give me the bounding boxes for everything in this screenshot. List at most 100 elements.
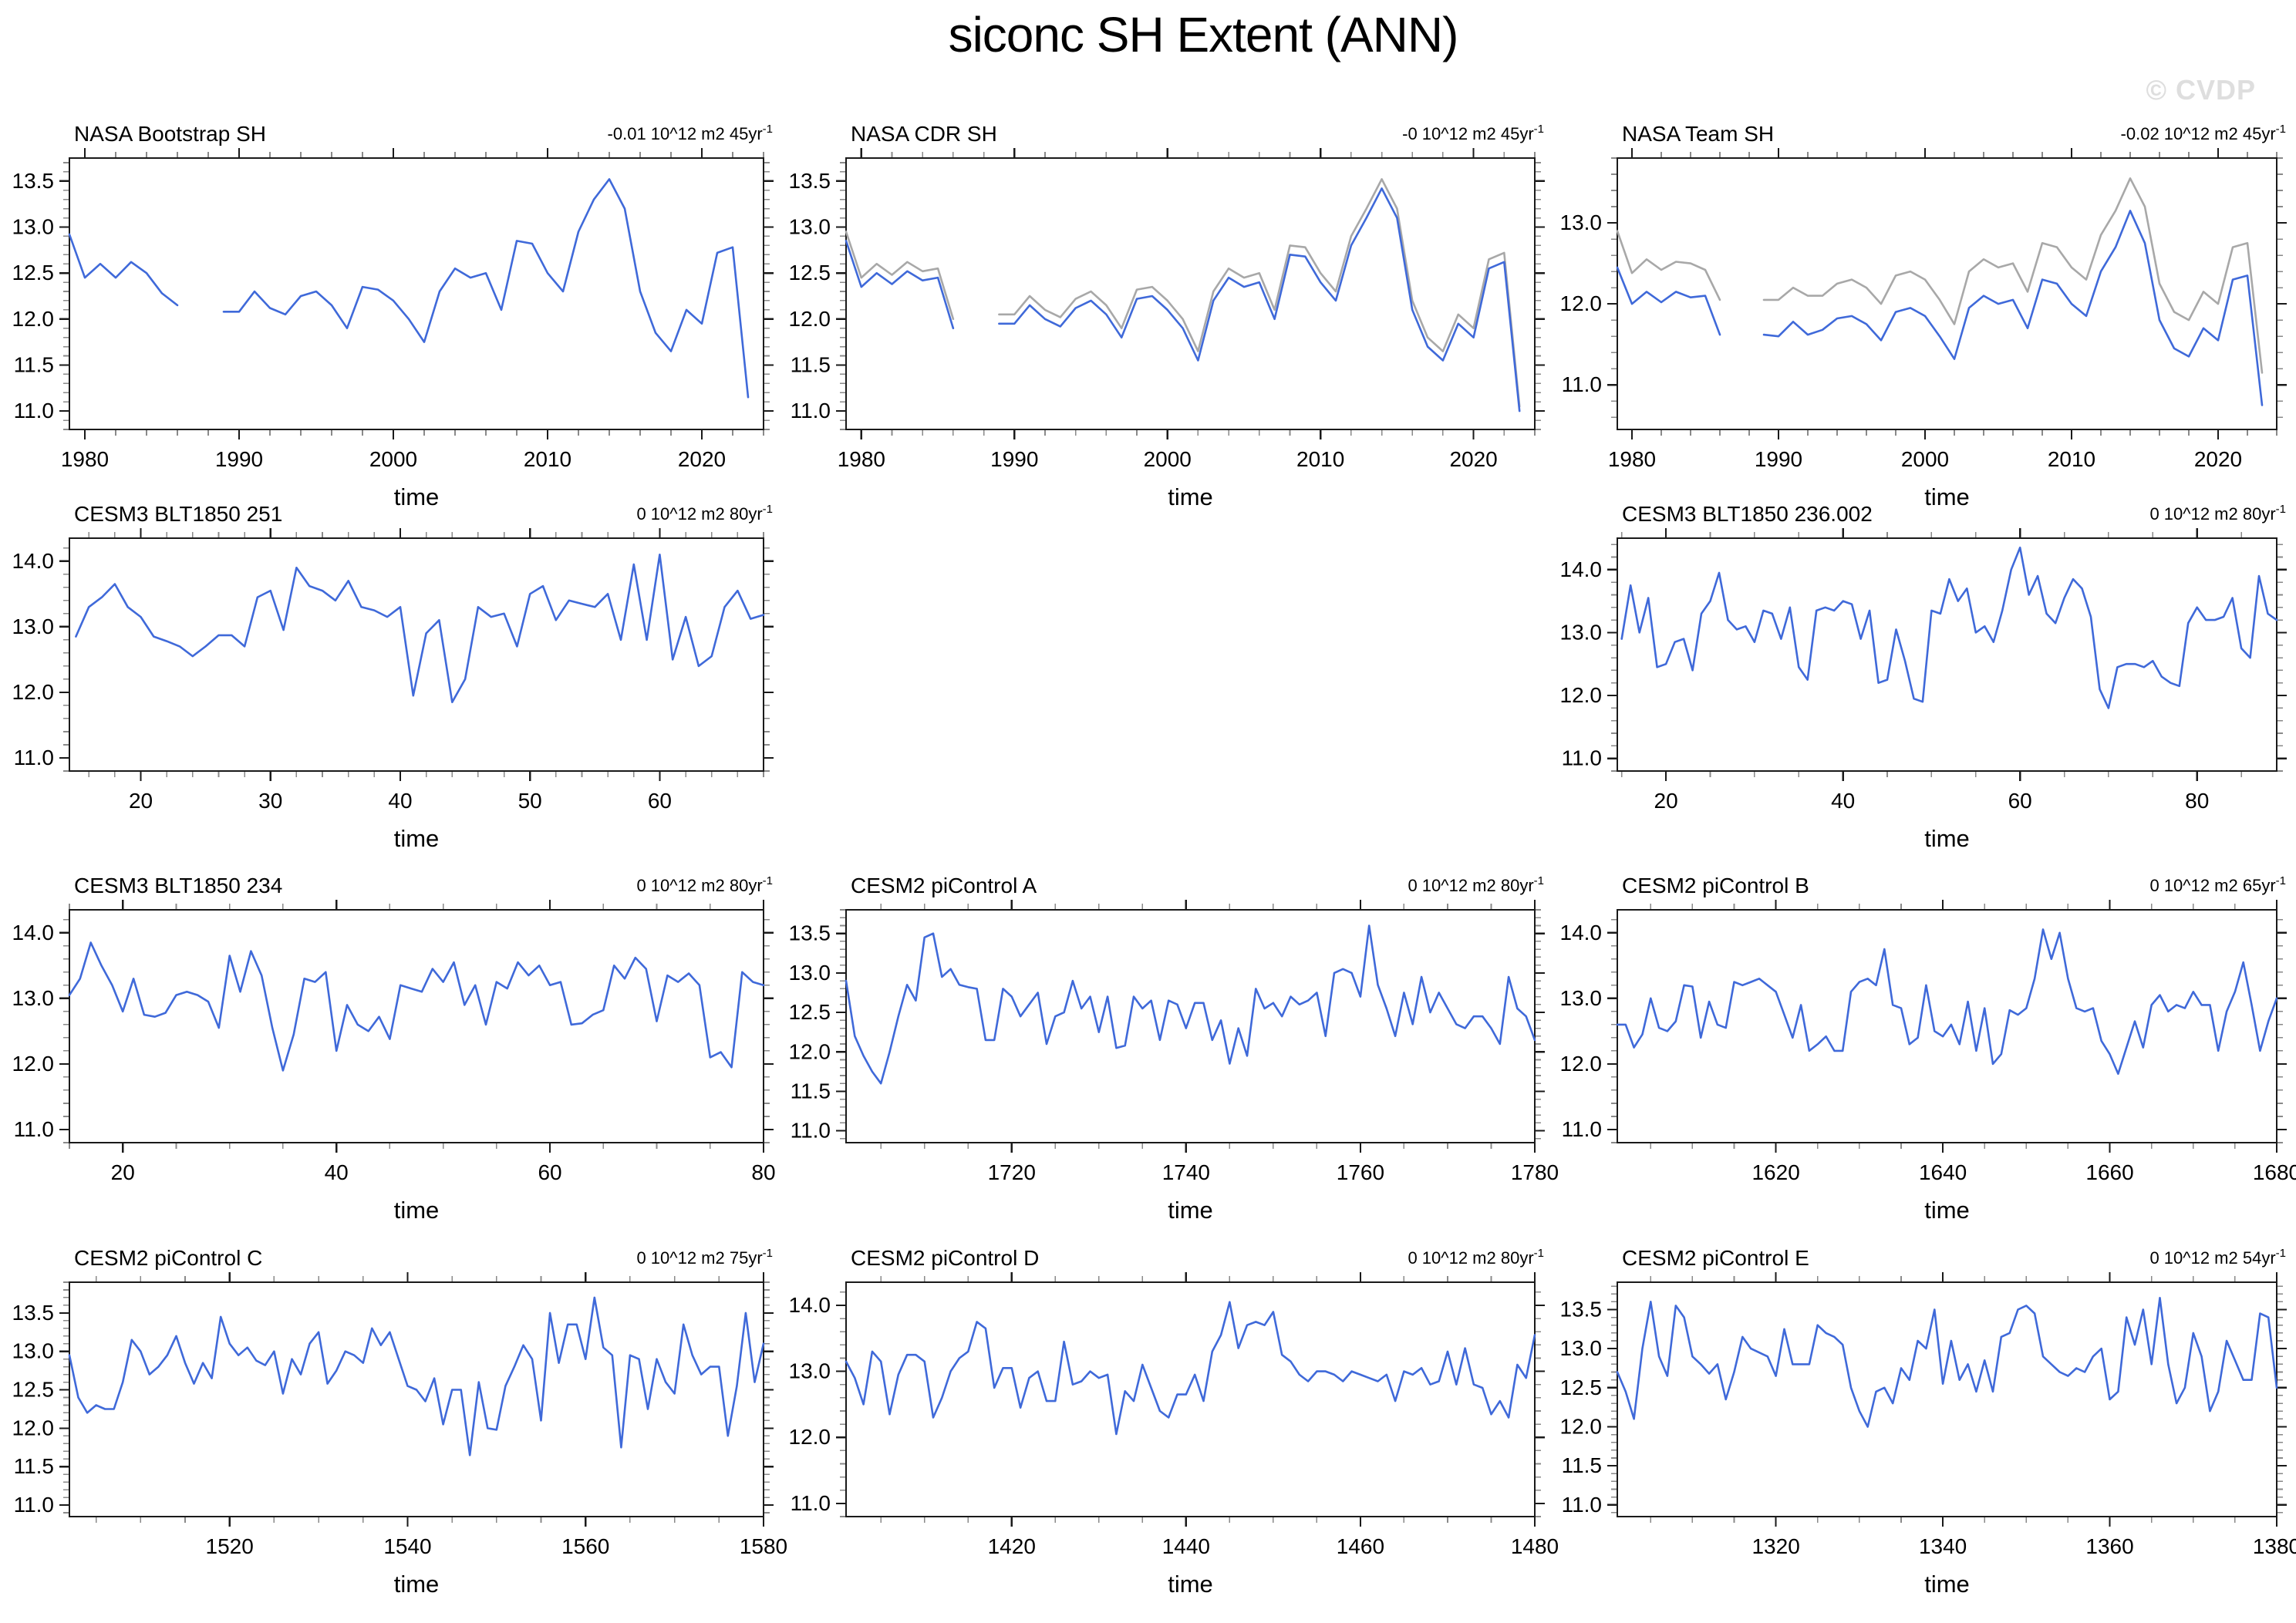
major-ticks bbox=[59, 1272, 774, 1527]
x-tick-label: 2000 bbox=[1144, 447, 1192, 471]
y-tick-label: 11.5 bbox=[14, 1454, 54, 1478]
x-tick-label: 1480 bbox=[1511, 1534, 1559, 1558]
x-tick-label: 60 bbox=[648, 789, 672, 813]
series-line-blue bbox=[846, 1302, 1535, 1434]
panel-title: CESM2 piControl C bbox=[74, 1246, 262, 1270]
panel-title: CESM3 BLT1850 251 bbox=[74, 502, 282, 526]
y-tick-label: 11.0 bbox=[1562, 1493, 1602, 1517]
y-tick-label: 12.0 bbox=[789, 1425, 831, 1449]
panel-title: CESM2 piControl D bbox=[851, 1246, 1039, 1270]
x-tick-label: 1980 bbox=[838, 447, 885, 471]
time-axis-label: time bbox=[394, 483, 440, 510]
time-axis-label: time bbox=[394, 825, 440, 852]
x-tick-label: 1360 bbox=[2085, 1534, 2133, 1558]
series-line-gray bbox=[846, 232, 953, 319]
time-axis-label: time bbox=[1924, 483, 1970, 510]
page-title: siconc SH Extent (ANN) bbox=[0, 6, 2296, 63]
trend-annotation: 0 10^12 m2 80yr-1 bbox=[636, 503, 773, 524]
series-line-blue bbox=[1617, 268, 1720, 335]
minor-ticks bbox=[63, 532, 770, 777]
time-axis-label: time bbox=[1168, 1571, 1213, 1598]
y-tick-label: 11.0 bbox=[1562, 746, 1602, 770]
y-tick-label: 12.5 bbox=[789, 261, 831, 285]
minor-ticks bbox=[63, 904, 770, 1149]
plot-frame bbox=[1617, 910, 2277, 1143]
minor-ticks bbox=[63, 152, 770, 436]
y-tick-label: 14.0 bbox=[12, 921, 55, 945]
x-tick-label: 1760 bbox=[1337, 1160, 1384, 1184]
x-tick-label: 1580 bbox=[740, 1534, 787, 1558]
y-tick-label: 12.0 bbox=[1560, 291, 1603, 315]
y-tick-label: 14.0 bbox=[789, 1293, 831, 1317]
y-tick-label: 12.0 bbox=[12, 680, 55, 704]
x-tick-label: 1980 bbox=[61, 447, 109, 471]
plot-frame bbox=[1617, 538, 2277, 771]
panel-title: NASA Team SH bbox=[1622, 122, 1774, 146]
plot-frame bbox=[69, 1282, 764, 1517]
x-tick-label: 1380 bbox=[2253, 1534, 2296, 1558]
panel-title: NASA Bootstrap SH bbox=[74, 122, 266, 146]
trend-annotation: 0 10^12 m2 54yr-1 bbox=[2149, 1247, 2286, 1268]
plot-frame bbox=[846, 1282, 1535, 1517]
plot-frame bbox=[846, 158, 1535, 429]
time-axis-label: time bbox=[394, 1197, 440, 1224]
trend-annotation: -0 10^12 m2 45yr-1 bbox=[1402, 123, 1544, 143]
series-line-blue bbox=[69, 1298, 764, 1455]
series-line-gray bbox=[1617, 231, 1720, 300]
y-tick-label: 11.0 bbox=[14, 399, 54, 423]
x-tick-label: 80 bbox=[2185, 789, 2209, 813]
panel-title: NASA CDR SH bbox=[851, 122, 997, 146]
trend-annotation: -0.01 10^12 m2 45yr-1 bbox=[608, 123, 773, 143]
x-tick-label: 20 bbox=[111, 1160, 135, 1184]
x-tick-label: 1660 bbox=[2085, 1160, 2133, 1184]
minor-ticks bbox=[1611, 1276, 2283, 1523]
trend-annotation: -0.02 10^12 m2 45yr-1 bbox=[2121, 123, 2286, 143]
major-ticks bbox=[836, 900, 1545, 1153]
y-tick-label: 13.5 bbox=[789, 169, 831, 193]
major-ticks bbox=[836, 1272, 1545, 1527]
x-tick-label: 30 bbox=[258, 789, 282, 813]
minor-ticks bbox=[1611, 904, 2283, 1149]
y-tick-label: 11.5 bbox=[1562, 1453, 1602, 1477]
trend-annotation: 0 10^12 m2 80yr-1 bbox=[636, 874, 773, 895]
x-tick-label: 2020 bbox=[678, 447, 726, 471]
time-axis-label: time bbox=[1168, 1197, 1213, 1224]
x-tick-label: 20 bbox=[1654, 789, 1678, 813]
y-tick-label: 13.5 bbox=[789, 921, 831, 945]
series-line-blue bbox=[999, 188, 1519, 411]
panel-title: CESM3 BLT1850 236.002 bbox=[1622, 502, 1873, 526]
y-tick-label: 11.5 bbox=[791, 352, 831, 376]
y-tick-label: 11.5 bbox=[791, 1079, 831, 1103]
trend-annotation: 0 10^12 m2 80yr-1 bbox=[2149, 503, 2286, 524]
y-tick-label: 12.5 bbox=[12, 261, 55, 285]
series-line-blue bbox=[1764, 210, 2262, 405]
series-line-blue bbox=[1617, 930, 2277, 1074]
x-tick-label: 1340 bbox=[1919, 1534, 1967, 1558]
panel-title: CESM2 piControl E bbox=[1622, 1246, 1809, 1270]
major-ticks bbox=[1607, 528, 2287, 781]
y-tick-label: 12.0 bbox=[12, 1416, 55, 1439]
x-tick-label: 1540 bbox=[383, 1534, 431, 1558]
y-tick-label: 12.0 bbox=[1560, 1414, 1603, 1438]
minor-ticks bbox=[63, 1276, 770, 1523]
major-ticks bbox=[59, 148, 774, 439]
series-line-gray bbox=[1764, 178, 2262, 372]
x-tick-label: 2010 bbox=[2048, 447, 2095, 471]
trend-annotation: 0 10^12 m2 75yr-1 bbox=[636, 1247, 773, 1268]
minor-ticks bbox=[1611, 532, 2283, 777]
x-tick-label: 1990 bbox=[215, 447, 263, 471]
time-axis-label: time bbox=[394, 1571, 440, 1598]
y-tick-label: 13.5 bbox=[1560, 1297, 1603, 1321]
series-line-blue bbox=[846, 241, 953, 328]
x-tick-label: 1620 bbox=[1752, 1160, 1799, 1184]
series-line-blue bbox=[69, 234, 177, 305]
major-ticks bbox=[1607, 900, 2287, 1153]
y-tick-label: 13.0 bbox=[12, 986, 55, 1010]
series-line-blue bbox=[76, 554, 764, 702]
minor-ticks bbox=[1611, 152, 2283, 436]
plot-frame bbox=[69, 910, 764, 1143]
